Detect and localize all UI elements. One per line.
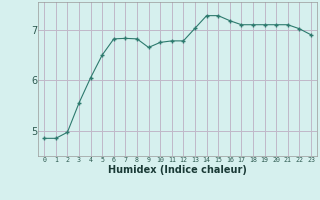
X-axis label: Humidex (Indice chaleur): Humidex (Indice chaleur) <box>108 165 247 175</box>
